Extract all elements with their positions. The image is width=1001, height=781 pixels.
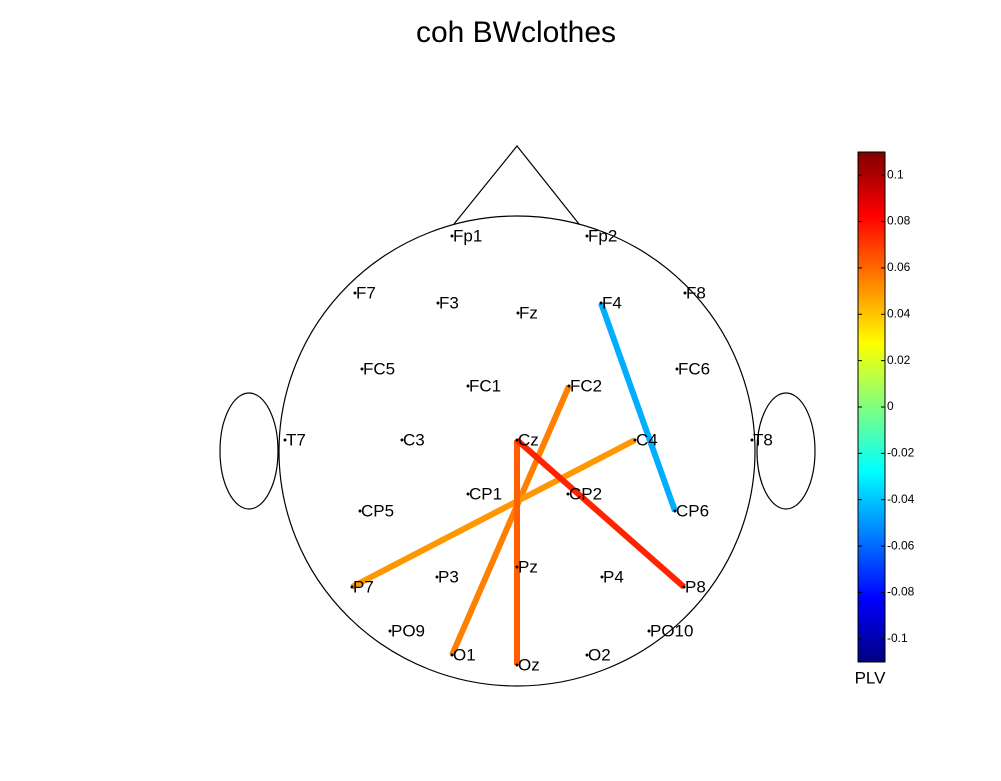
electrode-label: FC5 xyxy=(363,359,395,378)
electrode-label: CP5 xyxy=(361,501,394,520)
electrode-label: C3 xyxy=(403,430,425,449)
electrode-label: F3 xyxy=(439,293,459,312)
electrode xyxy=(450,234,454,238)
colorbar-tick-label: 0.02 xyxy=(887,353,911,367)
electrode xyxy=(647,629,651,633)
electrode-label: P4 xyxy=(603,567,624,586)
electrode xyxy=(515,565,519,569)
electrode xyxy=(360,367,364,371)
electrode xyxy=(436,301,440,305)
electrode xyxy=(673,509,677,513)
colorbar-tick-label: 0.1 xyxy=(887,167,904,181)
electrode xyxy=(566,492,570,496)
electrode-label: Fp1 xyxy=(453,226,482,245)
electrode xyxy=(358,509,362,513)
electrode-label: FC6 xyxy=(678,359,710,378)
electrode xyxy=(353,291,357,295)
electrode xyxy=(466,492,470,496)
electrode-label: F8 xyxy=(686,283,706,302)
electrode-label: O1 xyxy=(453,645,476,664)
electrode xyxy=(750,438,754,442)
electrode-label: CP1 xyxy=(469,484,502,503)
colorbar-tick-label: 0.04 xyxy=(887,306,911,320)
electrode xyxy=(400,438,404,442)
electrode-label: PO9 xyxy=(391,621,425,640)
electrode-label: P8 xyxy=(685,577,706,596)
electrode xyxy=(515,438,519,442)
electrode xyxy=(600,575,604,579)
electrode xyxy=(450,653,454,657)
electrode-label: P7 xyxy=(353,577,374,596)
colorbar-tick-label: -0.02 xyxy=(887,446,915,460)
connection xyxy=(350,437,637,590)
colorbar-tick-label: 0.06 xyxy=(887,260,911,274)
colorbar-label: PLV xyxy=(855,668,887,687)
colorbar-tick-label: -0.08 xyxy=(887,585,915,599)
colorbar-tick-label: 0.08 xyxy=(887,214,911,228)
electrode xyxy=(515,663,519,667)
electrode xyxy=(585,653,589,657)
connection xyxy=(515,437,686,590)
electrode xyxy=(283,438,287,442)
electrode xyxy=(388,629,392,633)
electrode xyxy=(682,585,686,589)
electrode-label: CP2 xyxy=(569,484,602,503)
colorbar-tick-label: 0 xyxy=(887,399,894,413)
electrode-label: F4 xyxy=(602,293,622,312)
electrode-label: FC2 xyxy=(570,376,602,395)
electrode-label: P3 xyxy=(438,567,459,586)
electrode-label: T8 xyxy=(753,430,773,449)
electrode xyxy=(567,384,571,388)
electrode-label: O2 xyxy=(588,645,611,664)
electrode xyxy=(350,585,354,589)
electrode-label: FC1 xyxy=(469,376,501,395)
electrode xyxy=(683,291,687,295)
electrode xyxy=(516,311,520,315)
electrode-label: Pz xyxy=(518,557,538,576)
electrode-label: F7 xyxy=(356,283,376,302)
connection xyxy=(449,384,572,657)
colorbar-tick-label: -0.04 xyxy=(887,492,915,506)
electrode xyxy=(633,438,637,442)
electrode xyxy=(599,301,603,305)
chart-title: coh BWclothes xyxy=(416,16,616,49)
electrode-label: Oz xyxy=(518,655,540,674)
electrode xyxy=(466,384,470,388)
electrode-label: CP6 xyxy=(676,501,709,520)
colorbar xyxy=(857,151,886,663)
electrode-label: Cz xyxy=(518,430,539,449)
electrode xyxy=(585,234,589,238)
connection xyxy=(598,301,678,513)
electrode-label: Fz xyxy=(519,303,538,322)
colorbar-tick-label: -0.06 xyxy=(887,538,915,552)
electrode xyxy=(435,575,439,579)
electrode-label: PO10 xyxy=(650,621,693,640)
electrode-label: C4 xyxy=(636,430,658,449)
electrode-label: T7 xyxy=(286,430,306,449)
electrode-label: Fp2 xyxy=(588,226,617,245)
colorbar-tick-label: -0.1 xyxy=(887,631,908,645)
head-outline xyxy=(219,145,816,687)
electrode xyxy=(675,367,679,371)
